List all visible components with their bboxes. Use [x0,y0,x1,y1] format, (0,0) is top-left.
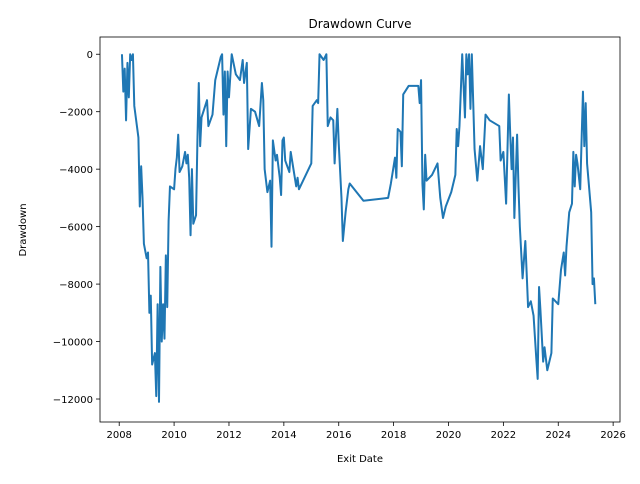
x-tick-label: 2022 [491,430,516,441]
x-tick-label: 2026 [600,430,625,441]
line-series [120,53,597,403]
x-tick-label: 2024 [546,430,571,441]
x-tick-label: 2008 [106,430,131,441]
y-tick-label: 0 [87,50,93,61]
plot-frame [99,36,621,423]
y-tick-label: −10000 [53,338,93,349]
x-tick-label: 2018 [381,430,406,441]
x-tick-label: 2016 [326,430,351,441]
x-tick-label: 2012 [216,430,241,441]
x-tick-label: 2014 [271,430,296,441]
x-tick-label: 2020 [436,430,461,441]
y-tick-label: −8000 [59,280,93,291]
y-tick-label: −12000 [53,395,93,406]
y-tick-label: −6000 [59,223,93,234]
y-tick-label: −4000 [59,165,93,176]
y-axis-label: Drawdown [18,203,29,256]
x-tick-label: 2010 [161,430,186,441]
chart-title: Drawdown Curve [309,17,412,31]
x-axis-label: Exit Date [337,454,383,465]
y-tick-label: −2000 [59,108,93,119]
